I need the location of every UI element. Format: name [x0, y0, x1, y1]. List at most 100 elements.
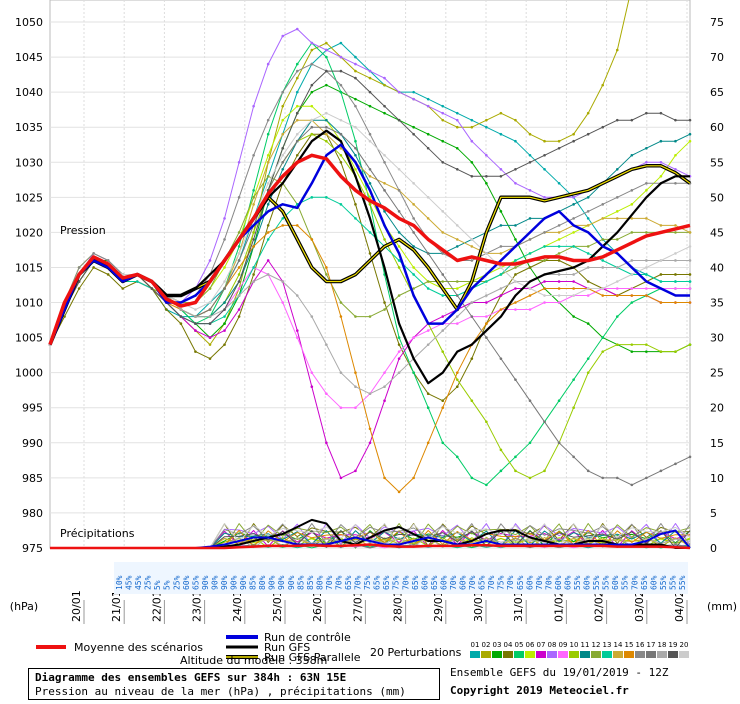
perturbation-line-point	[455, 371, 459, 374]
altitude-value: 55%	[659, 575, 668, 590]
right-tick-label: 10	[710, 472, 724, 485]
perturbation-swatch	[514, 651, 524, 658]
perturbation-line-point	[383, 308, 386, 311]
perturbation-line-point	[514, 455, 517, 459]
x-tick-label: 26/01	[311, 590, 324, 622]
left-tick-label: 1015	[15, 261, 43, 274]
perturbation-line-point	[601, 350, 605, 353]
perturbation-line-point	[310, 41, 314, 45]
perturbation-line-point	[586, 224, 590, 227]
altitude-value: 70%	[487, 575, 496, 590]
perturbation-line-point	[441, 350, 445, 353]
perturbation-line-point	[441, 273, 445, 276]
perturbation-line-point	[77, 280, 81, 283]
perturbation-line-point	[368, 69, 372, 73]
altitude-value: 65%	[640, 575, 649, 590]
perturbation-line-point	[426, 441, 430, 445]
perturbation-line-point	[586, 469, 590, 473]
perturbation-number: 04	[504, 641, 513, 649]
perturbation-line-point	[659, 174, 663, 178]
perturbation-line-point	[630, 259, 634, 262]
perturbation-line-point	[368, 203, 372, 206]
perturbation-line-point	[281, 153, 285, 157]
pressure-section-label: Pression	[60, 224, 106, 237]
perturbation-line-point	[586, 280, 590, 283]
perturbation-line	[49, 42, 690, 345]
perturbation-line-point	[615, 238, 619, 241]
altitude-value: 90%	[220, 575, 229, 590]
perturbation-line-point	[645, 476, 648, 480]
altitude-value: 80%	[258, 575, 267, 590]
perturbation-number: 07	[537, 641, 546, 649]
perturbation-line-point	[688, 280, 692, 283]
perturbation-line-point	[223, 308, 226, 311]
legend-gfs-label: Run GFS	[264, 641, 310, 654]
perturbation-line-point	[397, 343, 401, 346]
perturbation-line-point	[630, 483, 634, 487]
perturbation-number: 12	[592, 641, 601, 649]
altitude-value: 60%	[182, 575, 191, 590]
perturbation-line-point	[325, 48, 328, 52]
perturbation-number: 01	[471, 641, 480, 649]
perturbation-line-point	[295, 62, 299, 66]
right-tick-label: 45	[710, 226, 724, 239]
right-tick-label: 65	[710, 86, 724, 99]
plot-frame	[49, 0, 691, 549]
perturbation-number: 08	[548, 641, 557, 649]
perturbation-line-point	[383, 210, 386, 213]
perturbation-line-point	[281, 90, 285, 94]
altitude-value: 65%	[516, 575, 525, 590]
perturbation-line-point	[645, 273, 648, 276]
altitude-value: 70%	[354, 575, 363, 590]
perturbation-line-point	[339, 146, 343, 150]
perturbation-line-point	[208, 357, 212, 360]
perturbation-line-point	[645, 294, 648, 297]
altitude-value: 60%	[583, 575, 592, 590]
perturbation-line-point	[514, 182, 517, 185]
left-axis-unit: (hPa)	[10, 600, 38, 613]
perturbation-line-point	[528, 252, 532, 255]
perturbation-line-point	[252, 153, 255, 157]
perturbation-line-point	[470, 301, 474, 304]
perturbation-line-point	[266, 132, 270, 136]
perturbation-line-point	[354, 125, 357, 129]
left-tick-label: 990	[22, 437, 43, 450]
perturbation-line-point	[426, 280, 430, 283]
perturbation-line-point	[485, 280, 488, 283]
perturbation-line-point	[310, 196, 314, 199]
perturbation-line-point	[368, 139, 372, 143]
perturbation-number: 05	[515, 641, 524, 649]
perturbation-line-point	[543, 153, 546, 157]
perturbation-line-point	[572, 231, 575, 234]
perturbation-number: 11	[581, 641, 590, 649]
perturbation-line-point	[557, 273, 561, 276]
perturbation-line-point	[266, 182, 270, 185]
altitude-value: 85%	[249, 575, 258, 590]
perturbation-line-point	[586, 266, 590, 269]
perturbation-line-point	[237, 294, 241, 297]
x-tick-label: 27/01	[351, 590, 364, 622]
perturbation-line-point	[586, 196, 590, 199]
left-tick-label: 1010	[15, 297, 43, 310]
perturbation-line-point	[179, 315, 183, 318]
perturbation-line-point	[543, 231, 546, 234]
perturbation-line-point	[485, 294, 488, 297]
perturbation-line-point	[295, 329, 299, 332]
perturbation-line-point	[615, 217, 619, 220]
perturbation-line-point	[354, 139, 357, 143]
perturbation-line-point	[397, 90, 401, 94]
perturbation-line-point	[441, 252, 445, 255]
altitude-value: 60%	[563, 575, 572, 590]
left-tick-label: 1000	[15, 367, 43, 380]
altitude-value: 55%	[668, 575, 677, 590]
perturbation-line-point	[688, 287, 692, 290]
x-tick-label: 23/01	[191, 590, 204, 622]
x-tick-label: 02/02	[593, 590, 606, 622]
left-tick-label: 1050	[15, 16, 43, 29]
perturbation-line-point	[266, 259, 270, 262]
perturbation-line-point	[208, 315, 212, 318]
perturbation-swatch	[624, 651, 634, 658]
perturbation-line-point	[339, 55, 343, 59]
right-tick-label: 75	[710, 16, 724, 29]
